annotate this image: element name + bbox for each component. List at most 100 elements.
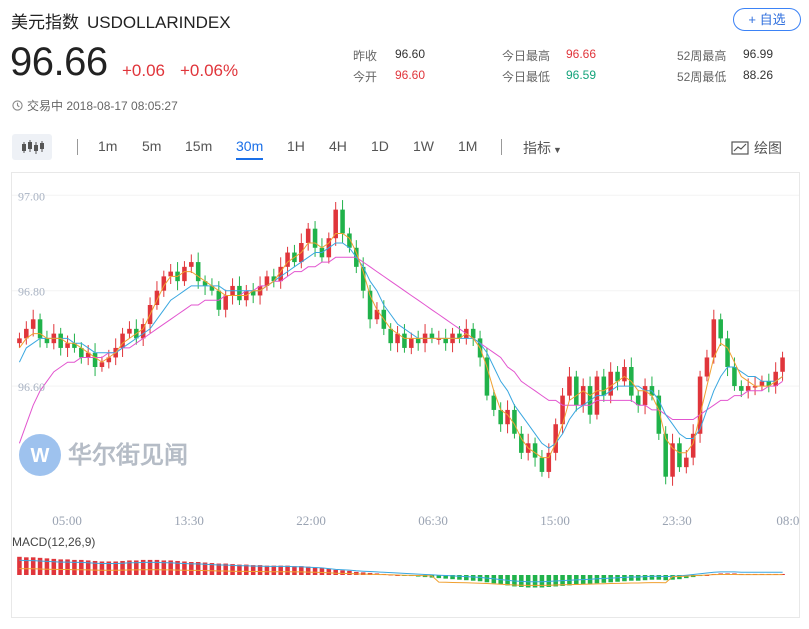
- macd-bar: [113, 561, 118, 575]
- macd-bar: [278, 565, 283, 575]
- candle-body: [443, 338, 448, 344]
- 52w-low-value: 88.26: [743, 68, 774, 82]
- draw-button[interactable]: 绘图: [731, 138, 782, 158]
- period-15m[interactable]: 15m: [185, 138, 213, 154]
- candle-body: [237, 285, 242, 301]
- candle-body: [92, 352, 98, 367]
- candle-body: [512, 409, 517, 434]
- candle-body: [697, 376, 703, 434]
- macd-bar: [230, 564, 235, 575]
- drawing-chart-icon: [731, 141, 749, 155]
- macd-bar: [209, 563, 215, 575]
- x-tick-label: 05:00: [52, 513, 82, 528]
- period-4h[interactable]: 4H: [329, 138, 347, 154]
- macd-bar: [347, 570, 352, 575]
- last-price: 96.66: [10, 40, 108, 84]
- 52w-high-label: 52周最高: [677, 49, 727, 63]
- candle-body: [264, 276, 270, 286]
- macd-bar: [182, 561, 187, 575]
- day-high-label: 今日最高: [502, 49, 551, 63]
- macd-bar: [285, 565, 290, 575]
- candle-body: [635, 395, 641, 406]
- x-tick-label: 13:30: [174, 513, 204, 528]
- period-1h[interactable]: 1H: [287, 138, 305, 154]
- candle-body: [182, 266, 187, 282]
- macd-bar: [319, 567, 325, 575]
- candle-body: [711, 319, 717, 358]
- period-5m[interactable]: 5m: [142, 138, 162, 154]
- macd-bar: [134, 560, 139, 575]
- period-1m[interactable]: 1m: [98, 138, 118, 154]
- candle-body: [85, 352, 91, 358]
- period-1w[interactable]: 1W: [413, 138, 434, 154]
- candle-body: [271, 276, 277, 282]
- macd-bar: [189, 562, 194, 575]
- macd-bar: [44, 558, 50, 575]
- macd-bar: [622, 575, 627, 582]
- candle-body: [202, 281, 208, 286]
- macd-bar: [436, 575, 442, 579]
- candle-body: [161, 276, 167, 291]
- candle-body: [79, 347, 84, 358]
- period-1d[interactable]: 1D: [371, 138, 389, 154]
- watermark: W 华尔街见闻: [19, 434, 188, 476]
- candle-body: [704, 357, 710, 377]
- clock-icon: [12, 100, 23, 111]
- instrument-name: 美元指数: [11, 13, 79, 32]
- candle-body: [539, 457, 545, 472]
- macd-bar: [37, 557, 43, 575]
- candle-body: [189, 262, 194, 267]
- candle-body: [436, 338, 442, 340]
- candle-body: [58, 333, 63, 348]
- chart-type-button[interactable]: [12, 134, 52, 160]
- candle-body: [72, 343, 77, 348]
- macd-bar: [704, 575, 710, 576]
- macd-bar: [127, 560, 132, 575]
- period-30m[interactable]: 30m: [236, 138, 264, 160]
- y-tick-label: 97.00: [18, 189, 45, 203]
- candle-body: [690, 433, 696, 458]
- candle-body: [154, 290, 160, 305]
- candle-body: [278, 266, 283, 282]
- indicator-dropdown[interactable]: 指标 ▼: [523, 138, 562, 158]
- indicator-label: 指标: [523, 140, 551, 156]
- day-low-label: 今日最低: [502, 70, 551, 84]
- candle-body: [622, 367, 627, 382]
- macd-bar: [30, 557, 36, 575]
- candle-body: [250, 290, 256, 296]
- candle-body: [766, 381, 772, 387]
- chart-panel[interactable]: 97.00 96.80 96.60 W 华尔街见闻 05:00 13:30 22:00 0…: [11, 172, 806, 618]
- draw-label: 绘图: [754, 140, 782, 156]
- macd-bar: [195, 562, 201, 575]
- candle-body: [546, 452, 552, 472]
- candle-body: [312, 228, 318, 248]
- candlestick-chart[interactable]: 97.00 96.80 96.60 W 华尔街见闻 05:00 13:30 22:00 0…: [12, 173, 806, 617]
- macd-bar: [450, 575, 455, 580]
- day-low-value: 96.59: [566, 68, 597, 82]
- candle-body: [739, 386, 744, 391]
- macd-bar: [250, 565, 256, 575]
- add-watchlist-button[interactable]: + 自选: [733, 8, 801, 31]
- macd-bar: [677, 575, 682, 580]
- day-high-value: 96.66: [566, 47, 597, 61]
- y-tick-label: 96.60: [18, 380, 45, 394]
- period-1mo[interactable]: 1M: [458, 138, 478, 154]
- macd-bar: [168, 560, 173, 575]
- macd-bar: [340, 570, 345, 575]
- candle-body: [65, 343, 70, 348]
- y-tick-label: 96.80: [18, 285, 45, 299]
- macd-bar: [65, 559, 70, 575]
- x-tick-label: 15:00: [540, 513, 570, 528]
- candle-body: [360, 266, 366, 291]
- instrument-symbol: USDOLLARINDEX: [87, 13, 231, 32]
- candle-body: [732, 367, 737, 387]
- candle-body: [580, 386, 586, 406]
- candle-body: [409, 338, 414, 348]
- macd-bar: [333, 569, 338, 575]
- macd-dea-line: [19, 568, 783, 586]
- macd-bar: [484, 575, 490, 583]
- macd-bar: [99, 561, 105, 575]
- candle-body: [374, 309, 380, 320]
- macd-bar: [326, 568, 332, 575]
- macd-bar: [58, 559, 63, 575]
